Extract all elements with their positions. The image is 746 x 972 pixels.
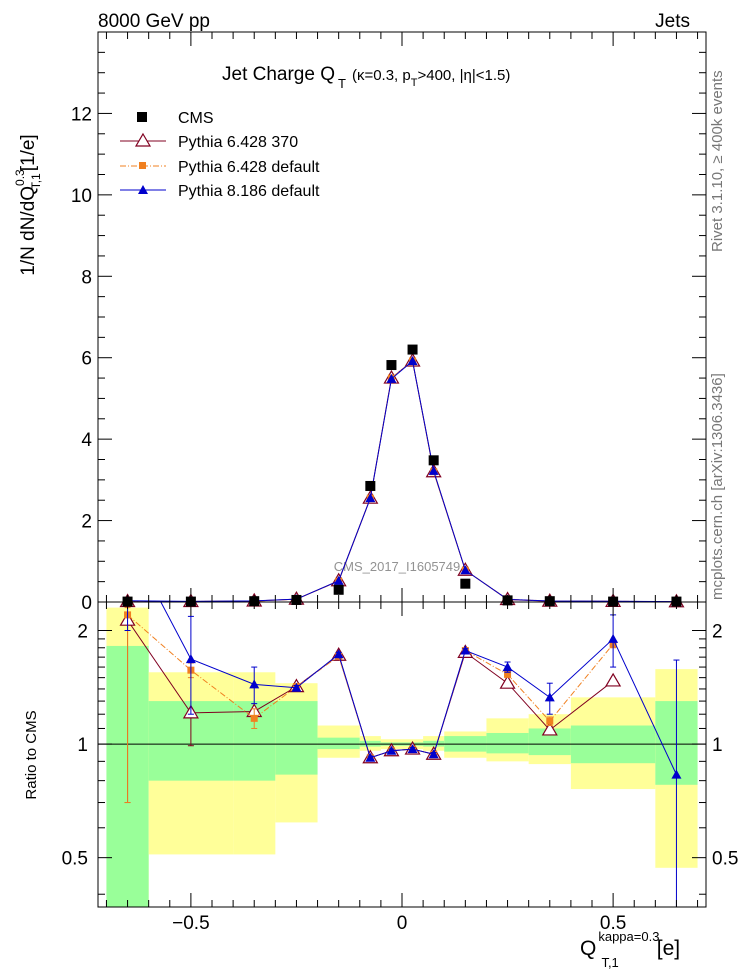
xtick-label-0: −0.5	[172, 913, 210, 934]
main-point-0-6	[386, 360, 397, 371]
main-point-0-7	[407, 344, 418, 355]
title-rest: >400, |η|<1.5)	[417, 67, 510, 84]
ratio-point-2-3	[291, 682, 302, 692]
legend: CMS Pythia 6.428 370 Pythia 6.428 defaul…	[120, 110, 320, 200]
ratio-ytick-label-r-0: 0.5	[712, 849, 738, 870]
main-point-3-4	[333, 575, 344, 585]
ratio-point-2-12	[608, 633, 619, 643]
main-ytick-label-4: 8	[81, 267, 92, 288]
legend-marker-py6-default	[139, 162, 146, 169]
xlabel-unit: [e]	[657, 937, 680, 960]
ratio-point-0-11	[541, 721, 558, 736]
ratio-ytick-label-r-1: 1	[712, 735, 723, 756]
ratio-series-2	[123, 534, 682, 907]
legend-marker-py8	[138, 185, 148, 194]
header-left: 8000 GeV pp	[98, 11, 210, 32]
ratio-bands	[106, 607, 698, 907]
stat-band-4	[317, 737, 360, 750]
title-main: Jet Charge Q	[222, 64, 335, 85]
main-ytick-label-2: 4	[81, 430, 92, 451]
ratio-ylabel: Ratio to CMS	[23, 710, 40, 799]
watermark: CMS_2017_I1605749	[334, 559, 461, 574]
xlabel: Qkappa=0.3 T,1 [e]	[580, 929, 680, 970]
ratio-point-2-0	[123, 534, 133, 543]
ratio-point-2-4	[333, 649, 344, 659]
main-ytick-label-6: 12	[71, 104, 92, 125]
ratio-point-2-6	[386, 745, 397, 755]
ratio-line-2	[160, 602, 677, 775]
main-point-3-7	[407, 355, 418, 365]
ratio-point-2-2	[249, 679, 260, 689]
ratio-point-2-10	[502, 662, 513, 672]
stat-band-10	[486, 732, 529, 754]
header-right: Jets	[655, 11, 690, 32]
ratio-point-2-8	[428, 749, 439, 759]
stat-band-3	[275, 701, 318, 775]
title-sub: T	[338, 76, 346, 91]
main-ylabel-unit: [1/e]	[18, 134, 39, 171]
main-point-3-5	[365, 493, 376, 503]
ratio-point-2-7	[407, 744, 418, 754]
main-ytick-label-0: 0	[81, 593, 92, 614]
main-ylabel-sub: T,1	[29, 173, 43, 189]
main-point-0-5	[365, 480, 376, 491]
ratio-point-2-5	[365, 752, 376, 762]
legend-label-py6-default: Pythia 6.428 default	[178, 159, 320, 176]
main-point-3-6	[386, 373, 397, 383]
xlabel-main: Q	[580, 937, 596, 960]
legend-marker-py6-370	[134, 132, 152, 147]
xtick-label-2: 0.5	[600, 913, 626, 934]
main-line-3	[127, 360, 677, 603]
main-ylabel-main: 1/N dN/dQ	[18, 186, 39, 276]
legend-label-cms: CMS	[178, 110, 214, 127]
main-ylabel: 1/N dN/dQ0.3 T,1 [1/e]	[13, 134, 43, 275]
legend-marker-cms	[137, 112, 147, 122]
xlabel-sup: kappa=0.3	[598, 929, 659, 944]
main-point-0-4	[333, 584, 344, 595]
chart-title: Jet Charge Q T (κ=0.3, pT>400, |η|<1.5)	[222, 64, 510, 91]
xlabel-sub: T,1	[601, 955, 618, 970]
ratio-series	[119, 534, 682, 907]
ratio-point-0-10	[499, 675, 516, 689]
ratio-point-1-2	[250, 714, 258, 722]
rivet-label: Rivet 3.1.10, ≥ 400k events	[709, 70, 726, 252]
ratio-point-2-13	[671, 769, 682, 779]
legend-label-py8: Pythia 8.186 default	[178, 183, 320, 200]
ratio-ytick-label-l-2: 2	[77, 622, 88, 643]
ratio-point-1-10	[504, 670, 512, 678]
ratio-point-1-11	[546, 717, 554, 725]
main-ylabel-sup: 0.3	[13, 169, 27, 186]
ratio-ytick-label-l-0: 0.5	[62, 849, 88, 870]
main-ytick-label-5: 10	[71, 186, 92, 207]
main-point-3-9	[460, 565, 471, 575]
ratio-point-2-9	[460, 645, 471, 655]
main-point-0-8	[428, 455, 439, 466]
main-ytick-label-3: 6	[81, 349, 92, 370]
title-paren: (κ=0.3, p	[352, 67, 411, 84]
mcplots-label: mcplots.cern.ch [arXiv:1306.3436]	[709, 373, 726, 600]
title-pt-sub: T	[411, 77, 418, 89]
ratio-ytick-label-l-1: 1	[77, 735, 88, 756]
ratio-clipped-group	[119, 534, 682, 907]
main-point-3-8	[428, 465, 439, 475]
legend-label-py6-370: Pythia 6.428 370	[178, 134, 298, 151]
xtick-label-1: 0	[397, 913, 408, 934]
ratio-point-2-1	[185, 654, 196, 664]
main-point-0-9	[460, 578, 471, 589]
ratio-ytick-label-r-2: 2	[712, 622, 723, 643]
ratio-point-2-11	[544, 692, 555, 702]
main-ytick-label-1: 2	[81, 512, 92, 533]
ratio-point-0-12	[605, 672, 622, 687]
